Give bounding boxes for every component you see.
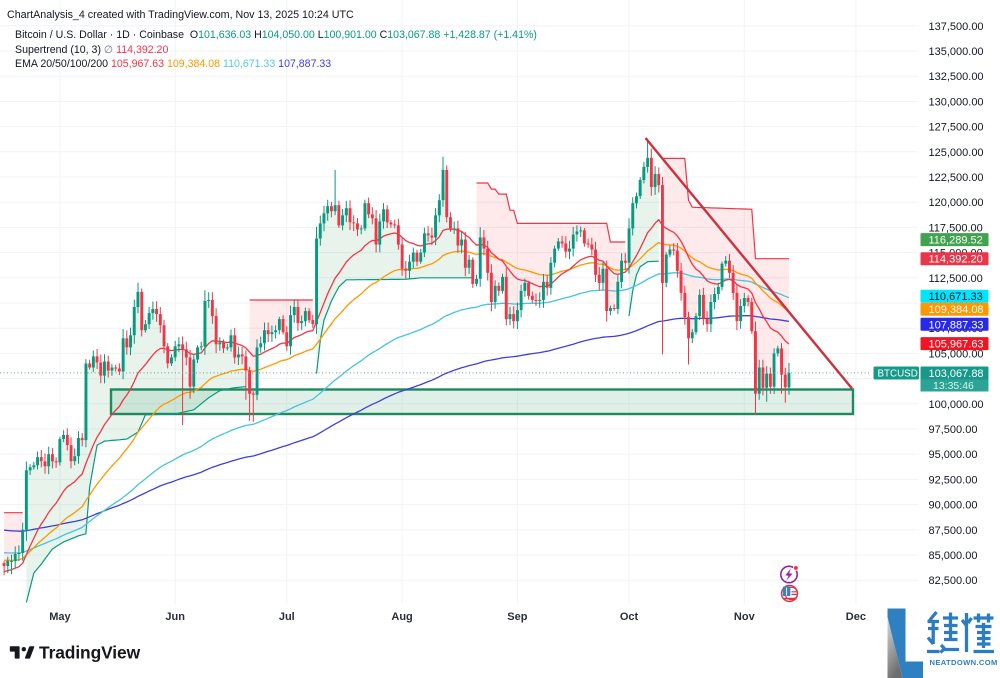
svg-text:105,967.63: 105,967.63 <box>929 339 984 351</box>
svg-text:110,671.33: 110,671.33 <box>929 291 983 303</box>
svg-text:100,000.00: 100,000.00 <box>929 399 984 411</box>
svg-text:Sep: Sep <box>507 611 527 623</box>
svg-text:Aug: Aug <box>391 611 412 623</box>
svg-text:117,500.00: 117,500.00 <box>929 222 983 234</box>
svg-text:BTCUSD: BTCUSD <box>878 368 918 379</box>
svg-text:87,500.00: 87,500.00 <box>929 525 978 537</box>
svg-text:120,000.00: 120,000.00 <box>929 197 984 209</box>
svg-text:130,000.00: 130,000.00 <box>929 96 984 108</box>
svg-text:135,000.00: 135,000.00 <box>929 46 984 58</box>
svg-text:103,067.88: 103,067.88 <box>929 368 984 380</box>
svg-text:114,392.20: 114,392.20 <box>929 254 983 266</box>
svg-text:127,500.00: 127,500.00 <box>929 122 984 134</box>
svg-text:82,500.00: 82,500.00 <box>929 575 978 587</box>
svg-text:137,500.00: 137,500.00 <box>929 21 984 33</box>
svg-text:132,500.00: 132,500.00 <box>929 71 984 83</box>
svg-text:122,500.00: 122,500.00 <box>929 172 984 184</box>
svg-text:85,000.00: 85,000.00 <box>929 550 978 562</box>
svg-text:TradingView: TradingView <box>39 643 141 663</box>
svg-text:Jun: Jun <box>165 611 185 623</box>
svg-text:90,000.00: 90,000.00 <box>929 500 978 512</box>
svg-text:Nov: Nov <box>734 611 756 623</box>
svg-text:Oct: Oct <box>620 611 639 623</box>
svg-text:92,500.00: 92,500.00 <box>929 474 978 486</box>
svg-text:Dec: Dec <box>846 611 866 623</box>
svg-text:13:35:46: 13:35:46 <box>933 380 974 392</box>
svg-text:97,500.00: 97,500.00 <box>929 424 978 436</box>
svg-text:May: May <box>49 611 71 623</box>
svg-text:NEATDOWN.COM: NEATDOWN.COM <box>930 658 998 667</box>
svg-text:125,000.00: 125,000.00 <box>929 147 984 159</box>
svg-text:Jul: Jul <box>279 611 295 623</box>
svg-text:107,887.33: 107,887.33 <box>929 319 984 331</box>
svg-text:109,384.08: 109,384.08 <box>929 304 984 316</box>
svg-text:95,000.00: 95,000.00 <box>929 449 978 461</box>
svg-text:105,000.00: 105,000.00 <box>929 348 984 360</box>
svg-text:116,289.52: 116,289.52 <box>929 235 983 247</box>
svg-text:112,500.00: 112,500.00 <box>929 273 983 285</box>
